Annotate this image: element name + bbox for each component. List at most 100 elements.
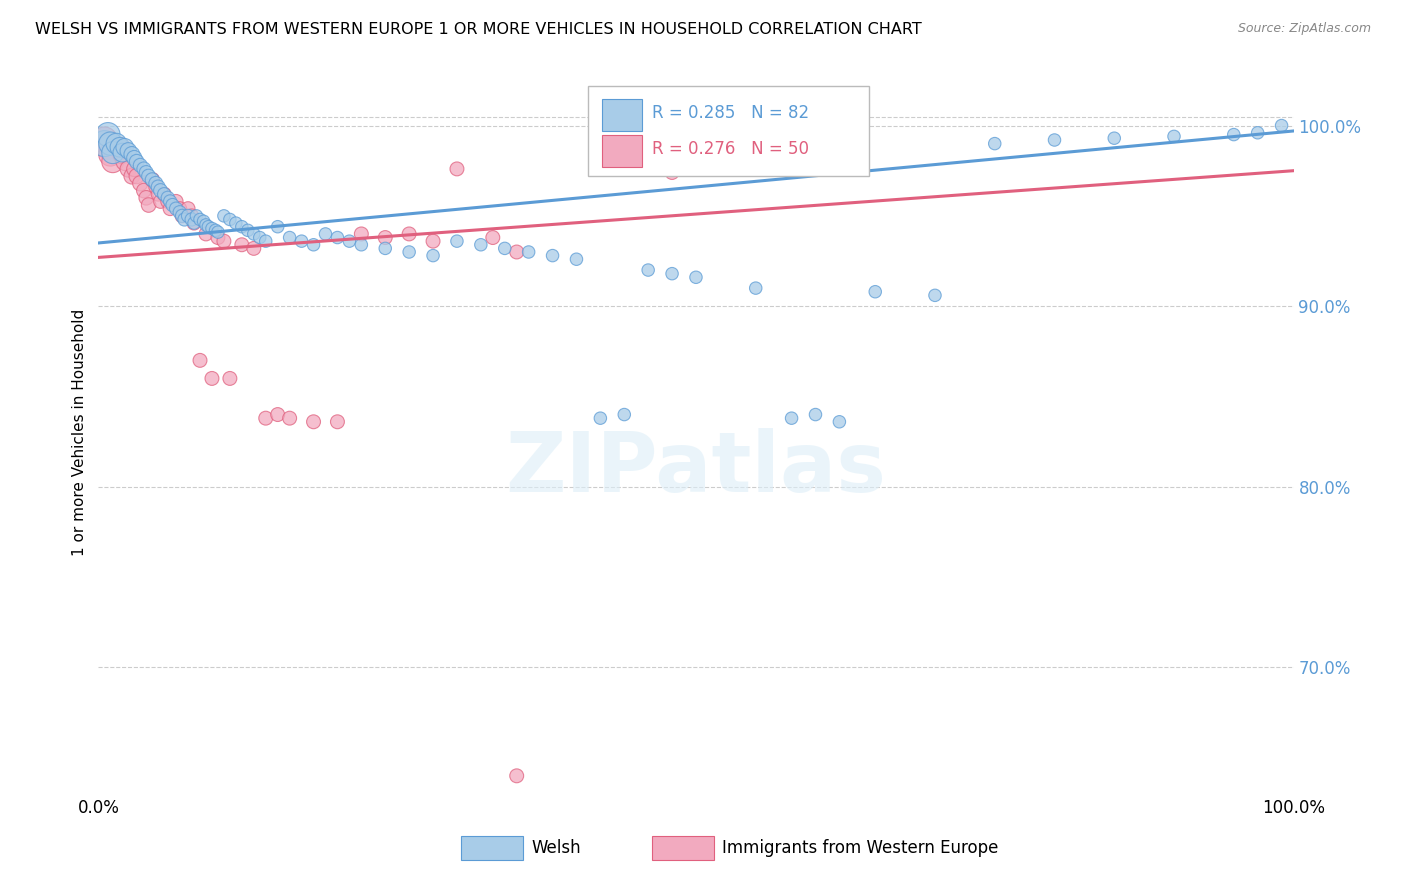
Point <box>111 147 134 161</box>
Point <box>145 180 167 194</box>
Point <box>212 234 235 248</box>
Point <box>114 140 136 154</box>
Text: R = 0.285   N = 82: R = 0.285 N = 82 <box>652 103 808 121</box>
Point <box>506 244 529 259</box>
Point <box>149 194 172 209</box>
Y-axis label: 1 or more Vehicles in Household: 1 or more Vehicles in Household <box>72 309 87 557</box>
Point <box>173 212 195 227</box>
Point <box>145 177 167 191</box>
Point <box>422 249 444 263</box>
Point <box>183 216 205 230</box>
Point <box>129 158 152 172</box>
Point <box>117 144 139 158</box>
Point <box>865 285 887 299</box>
Point <box>780 411 803 425</box>
Point <box>374 230 396 244</box>
Point <box>125 154 148 169</box>
Point <box>148 180 170 194</box>
Point <box>422 234 444 248</box>
Point <box>97 140 120 154</box>
Point <box>745 281 768 295</box>
Point <box>254 411 277 425</box>
Point <box>117 161 139 176</box>
Point <box>278 411 301 425</box>
Point <box>1043 133 1066 147</box>
Point <box>135 191 157 205</box>
Point <box>156 191 179 205</box>
Point <box>177 209 200 223</box>
Point <box>156 194 179 209</box>
Point <box>111 145 134 160</box>
Point <box>159 202 181 216</box>
Point <box>169 205 191 219</box>
Point <box>267 408 290 422</box>
Point <box>1163 129 1185 144</box>
Point <box>398 244 420 259</box>
Point <box>291 234 314 248</box>
Point <box>93 136 115 151</box>
Point <box>637 263 659 277</box>
Point <box>661 267 683 281</box>
Point <box>180 212 202 227</box>
Point <box>1104 131 1126 145</box>
Point <box>326 230 349 244</box>
Point <box>517 244 540 259</box>
Point <box>162 198 184 212</box>
Point <box>446 234 468 248</box>
Point <box>153 187 176 202</box>
Point <box>165 194 187 209</box>
Point <box>231 219 253 234</box>
Point <box>494 241 516 255</box>
Point <box>138 198 160 212</box>
Point <box>661 165 683 179</box>
Point <box>685 270 707 285</box>
Point <box>159 194 181 209</box>
FancyBboxPatch shape <box>652 836 714 861</box>
Point <box>339 234 361 248</box>
Point <box>132 161 155 176</box>
Point <box>470 237 492 252</box>
Point <box>204 223 226 237</box>
Point <box>108 140 131 154</box>
Point <box>114 154 136 169</box>
Text: Immigrants from Western Europe: Immigrants from Western Europe <box>723 839 998 857</box>
Point <box>1247 126 1270 140</box>
Point <box>97 128 120 142</box>
Point <box>93 133 115 147</box>
Point <box>1223 128 1246 142</box>
Text: WELSH VS IMMIGRANTS FROM WESTERN EUROPE 1 OR MORE VEHICLES IN HOUSEHOLD CORRELAT: WELSH VS IMMIGRANTS FROM WESTERN EUROPE … <box>35 22 922 37</box>
Point <box>124 151 146 165</box>
Point <box>243 241 266 255</box>
Point <box>105 136 128 151</box>
Point <box>506 769 529 783</box>
Point <box>613 408 636 422</box>
Point <box>302 415 325 429</box>
Point <box>188 353 211 368</box>
Point <box>398 227 420 241</box>
Point <box>565 252 588 267</box>
Point <box>195 227 218 241</box>
Point <box>132 184 155 198</box>
Point <box>180 209 202 223</box>
Point <box>804 408 827 422</box>
Point <box>249 230 271 244</box>
Point <box>193 214 215 228</box>
Point <box>188 212 211 227</box>
Point <box>828 415 851 429</box>
Point <box>125 169 148 183</box>
Point <box>243 227 266 241</box>
Text: R = 0.276   N = 50: R = 0.276 N = 50 <box>652 140 808 158</box>
Point <box>541 249 564 263</box>
Point <box>172 209 194 223</box>
FancyBboxPatch shape <box>602 135 643 167</box>
Point <box>101 154 124 169</box>
Point <box>201 371 224 385</box>
Point <box>153 187 176 202</box>
Point <box>177 202 200 216</box>
Point <box>183 216 205 230</box>
Point <box>236 223 259 237</box>
Point <box>165 202 187 216</box>
Point <box>374 241 396 255</box>
Point <box>924 288 946 302</box>
Text: Source: ZipAtlas.com: Source: ZipAtlas.com <box>1237 22 1371 36</box>
